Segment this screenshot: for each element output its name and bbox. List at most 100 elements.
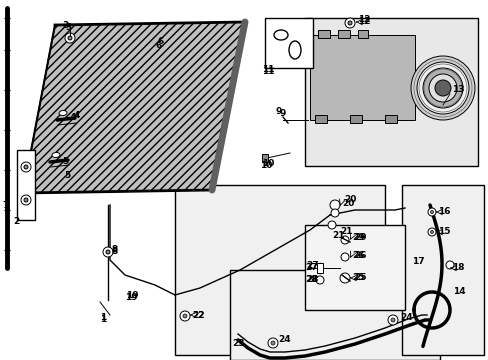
Text: 16: 16	[437, 207, 449, 216]
Text: 3: 3	[65, 23, 71, 32]
Text: 25: 25	[353, 274, 366, 283]
Circle shape	[65, 33, 75, 43]
Circle shape	[445, 261, 453, 269]
Text: 25: 25	[351, 274, 364, 283]
Text: 2: 2	[13, 217, 19, 226]
Circle shape	[345, 18, 354, 28]
Text: 8: 8	[112, 248, 118, 256]
Text: 13: 13	[451, 85, 464, 94]
Text: 11: 11	[262, 66, 274, 75]
Bar	[316, 263, 323, 273]
Text: 27: 27	[305, 261, 318, 270]
Circle shape	[429, 230, 433, 234]
Text: 4: 4	[70, 113, 76, 122]
Text: 29: 29	[353, 234, 366, 243]
Text: 12: 12	[357, 18, 370, 27]
Text: 11: 11	[262, 68, 274, 77]
Circle shape	[330, 209, 338, 217]
Text: 19: 19	[125, 293, 137, 302]
Text: 28: 28	[305, 275, 318, 284]
Circle shape	[428, 74, 456, 102]
Circle shape	[106, 250, 110, 254]
Bar	[349, 115, 361, 123]
Text: 1: 1	[100, 315, 106, 324]
Ellipse shape	[52, 153, 60, 158]
Text: 1: 1	[100, 314, 106, 323]
Bar	[384, 115, 396, 123]
Bar	[262, 154, 267, 162]
Circle shape	[183, 314, 186, 318]
Text: 4: 4	[74, 112, 80, 121]
Circle shape	[387, 315, 397, 325]
Bar	[357, 30, 367, 38]
Text: 10: 10	[262, 158, 274, 167]
Circle shape	[416, 62, 468, 114]
Text: 9: 9	[280, 109, 286, 118]
Circle shape	[103, 247, 113, 257]
Text: 6: 6	[158, 37, 164, 46]
Bar	[337, 30, 349, 38]
Text: 7: 7	[2, 201, 8, 210]
Text: 19: 19	[126, 292, 138, 301]
Circle shape	[270, 341, 274, 345]
Text: 24: 24	[399, 314, 412, 323]
Text: 29: 29	[351, 234, 364, 243]
Ellipse shape	[273, 30, 287, 40]
Text: 20: 20	[341, 198, 354, 207]
Text: 24: 24	[278, 336, 290, 345]
Bar	[309, 35, 414, 120]
Circle shape	[340, 236, 348, 244]
Polygon shape	[23, 22, 244, 193]
Ellipse shape	[288, 41, 301, 59]
Bar	[314, 115, 326, 123]
Text: 27: 27	[305, 264, 317, 273]
Circle shape	[429, 211, 433, 213]
Circle shape	[339, 273, 349, 283]
Text: 14: 14	[452, 288, 465, 297]
Circle shape	[434, 80, 450, 96]
Circle shape	[427, 208, 435, 216]
Circle shape	[390, 318, 394, 322]
Circle shape	[410, 56, 474, 120]
Text: 5: 5	[62, 158, 68, 166]
Text: 15: 15	[437, 228, 449, 237]
Text: 22: 22	[192, 310, 204, 320]
Circle shape	[427, 228, 435, 236]
Text: 23: 23	[231, 338, 244, 347]
Text: 21: 21	[331, 230, 344, 239]
Text: 26: 26	[351, 251, 364, 260]
Bar	[17, 150, 35, 220]
Circle shape	[21, 195, 31, 205]
Text: 26: 26	[353, 252, 366, 261]
Ellipse shape	[59, 111, 67, 116]
Bar	[317, 30, 329, 38]
Text: 17: 17	[411, 257, 424, 266]
Text: 18: 18	[451, 264, 464, 273]
Circle shape	[327, 221, 335, 229]
Circle shape	[68, 36, 72, 40]
Text: 6: 6	[155, 40, 161, 49]
Text: 21: 21	[339, 228, 352, 237]
Text: 12: 12	[357, 15, 370, 24]
Circle shape	[347, 21, 351, 25]
Bar	[305, 225, 404, 310]
Circle shape	[340, 253, 348, 261]
Text: 20: 20	[343, 195, 356, 204]
Circle shape	[329, 200, 339, 210]
Text: 8: 8	[112, 246, 118, 255]
Bar	[175, 185, 384, 355]
Text: 3: 3	[62, 22, 68, 31]
Text: 28: 28	[305, 275, 317, 284]
Circle shape	[24, 165, 28, 169]
Bar	[229, 270, 439, 360]
Circle shape	[267, 338, 278, 348]
Bar	[264, 18, 312, 68]
Circle shape	[422, 68, 462, 108]
Text: 22: 22	[192, 311, 204, 320]
Circle shape	[21, 162, 31, 172]
Circle shape	[315, 276, 324, 284]
Text: 5: 5	[64, 171, 70, 180]
Bar	[305, 18, 477, 166]
Circle shape	[24, 198, 28, 202]
Text: 10: 10	[260, 161, 272, 170]
